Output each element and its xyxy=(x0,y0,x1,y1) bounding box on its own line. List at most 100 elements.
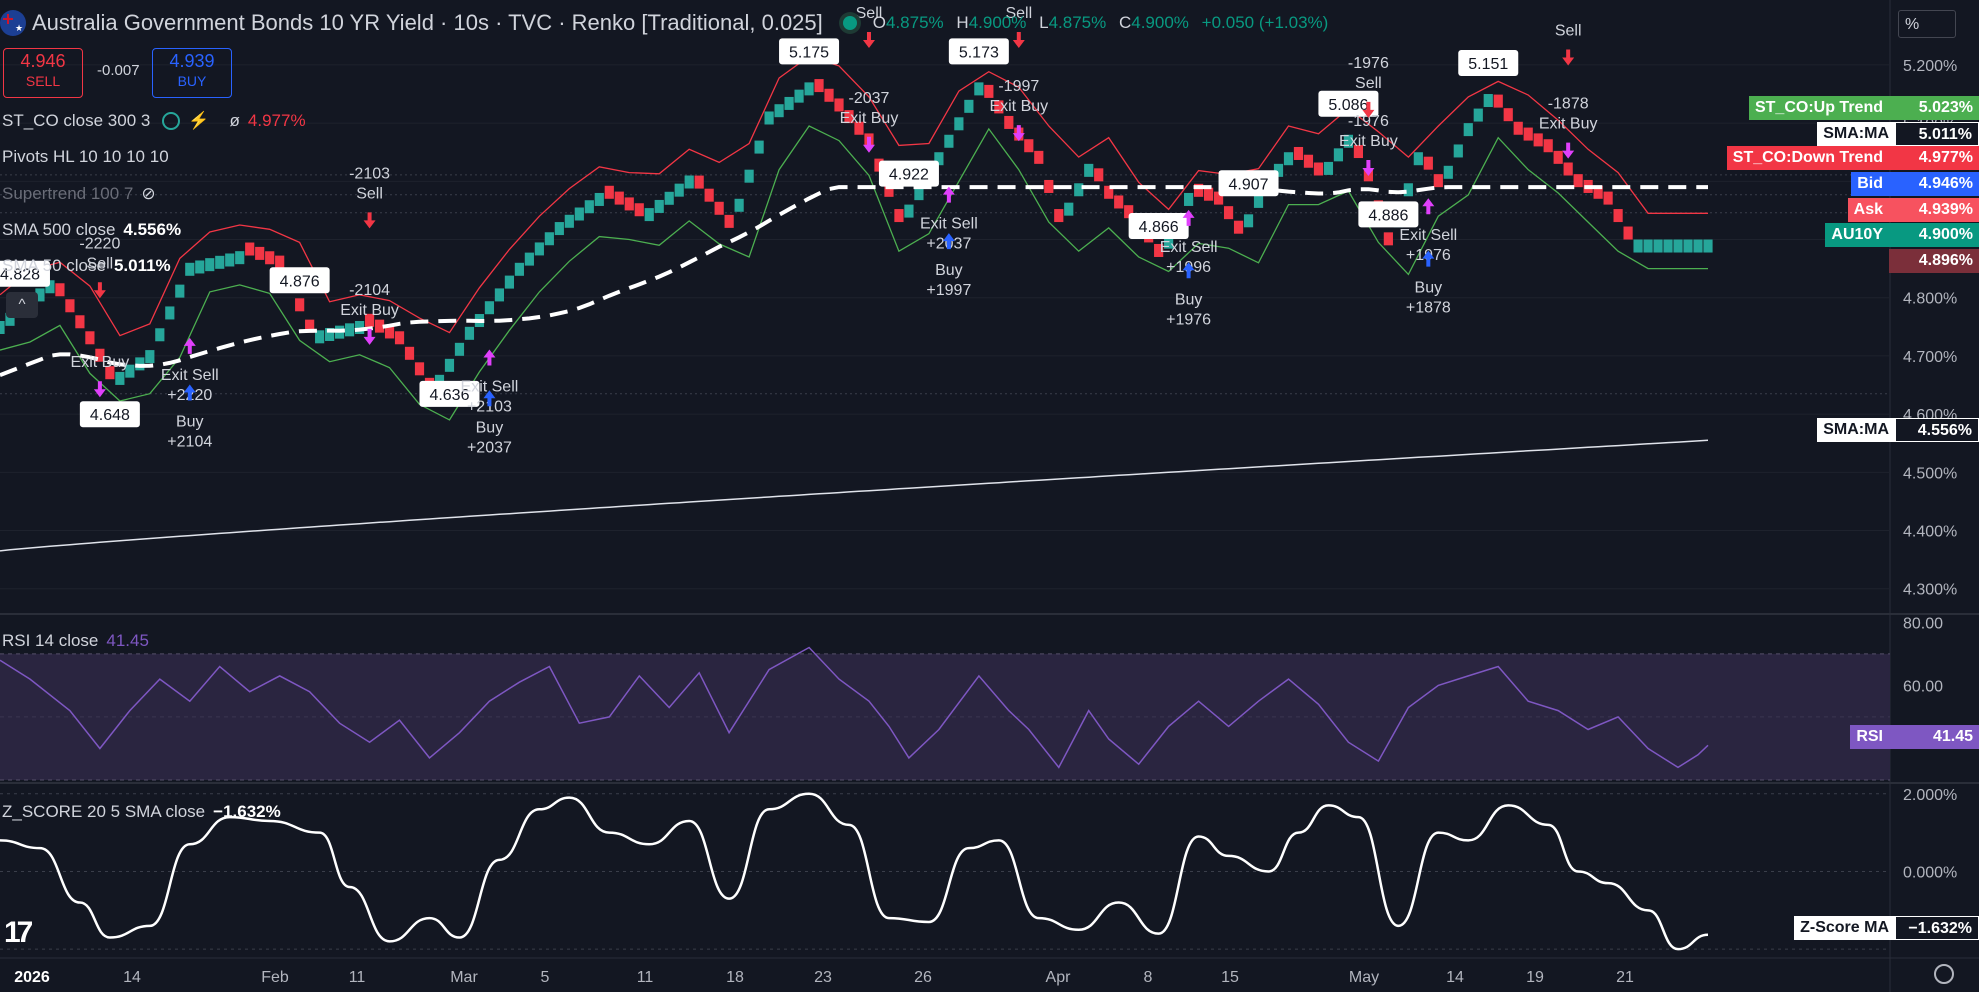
signal-label: Exit Buy xyxy=(1339,133,1398,150)
price-scale-label-name: Z-Score MA xyxy=(1794,916,1895,940)
signal-label: Exit Buy xyxy=(989,98,1048,115)
renko-brick-up xyxy=(964,99,974,113)
hidden-eye-icon[interactable]: ⊘ xyxy=(141,184,156,203)
renko-brick-down xyxy=(1303,154,1314,168)
buy-button[interactable]: 4.939 BUY xyxy=(152,48,232,98)
renko-brick-up xyxy=(904,204,914,218)
renko-brick-down xyxy=(65,299,75,313)
legend-zscore[interactable]: Z_SCORE 20 5 SMA close −1.632% xyxy=(2,802,281,821)
renko-brick-up xyxy=(115,371,125,385)
price-tick-label: 5.200% xyxy=(1903,58,1957,75)
renko-brick-down xyxy=(1024,139,1034,153)
renko-brick-up xyxy=(1343,134,1354,148)
renko-brick-down xyxy=(614,191,624,205)
alarm-clock-icon[interactable] xyxy=(162,112,181,130)
sell-button[interactable]: 4.946 SELL xyxy=(3,48,83,98)
pivot-label-box xyxy=(1358,201,1419,228)
time-tick-label: 8 xyxy=(1144,969,1153,986)
renko-brick-down xyxy=(105,366,115,380)
legend-st-co[interactable]: ST_CO close 300 3 ⚡ ø 4.977% xyxy=(2,111,306,130)
renko-brick-up xyxy=(584,200,594,214)
rsi-tick-label: 80.00 xyxy=(1903,615,1943,632)
renko-brick-down xyxy=(604,185,614,199)
price-tick-label: 4.700% xyxy=(1903,349,1957,366)
renko-brick-up xyxy=(145,350,155,364)
axis-unit-button[interactable]: % xyxy=(1898,10,1956,38)
signal-arrow-up-icon xyxy=(1182,209,1195,226)
time-tick-label: 19 xyxy=(1526,969,1544,986)
renko-brick-down xyxy=(1203,187,1214,201)
price-scale-label-value: 4.896% xyxy=(1889,249,1979,273)
renko-brick-up xyxy=(794,89,804,103)
signal-label: Sell xyxy=(1555,22,1582,39)
renko-brick-down xyxy=(694,175,704,189)
renko-brick-up xyxy=(35,288,45,302)
renko-brick-down xyxy=(894,209,904,223)
time-tick-label: 26 xyxy=(914,969,932,986)
symbol-title[interactable]: Australia Government Bonds 10 YR Yield ·… xyxy=(32,10,823,35)
collapse-legend-button[interactable]: ^ xyxy=(6,292,38,318)
renko-brick-down xyxy=(295,298,305,312)
signal-arrow-down-icon xyxy=(1562,142,1575,159)
renko-brick-down xyxy=(1034,150,1044,164)
price-scale-label: RSI 41.45 xyxy=(1850,725,1979,749)
renko-brick-up xyxy=(1643,239,1653,253)
pivot-label: 4.828 xyxy=(0,267,40,284)
price-scale-label-name: ST_CO:Down Trend xyxy=(1726,146,1889,170)
renko-brick-down xyxy=(1613,209,1623,223)
renko-brick-up xyxy=(215,255,225,269)
legend-pivots[interactable]: Pivots HL 10 10 10 10 xyxy=(2,147,169,166)
signal-label: +1976 xyxy=(1166,311,1211,328)
renko-brick-up xyxy=(1064,202,1074,216)
renko-brick-down xyxy=(1044,179,1054,193)
signal-label: +2104 xyxy=(167,433,212,450)
signal-arrow-down-icon xyxy=(862,32,875,48)
price-scale-label: AU10Y 4.900% xyxy=(1825,223,1979,247)
signal-label: -2220 xyxy=(79,235,120,252)
australia-flag-icon: ★ xyxy=(0,10,26,36)
price-scale-label-name: ST_CO:Up Trend xyxy=(1748,96,1889,120)
time-tick-label: 2026 xyxy=(14,969,50,986)
renko-brick-up xyxy=(534,242,544,256)
tradingview-logo[interactable]: 17 xyxy=(4,916,33,949)
renko-brick-down xyxy=(704,188,714,202)
signal-label: +2037 xyxy=(467,439,512,456)
renko-brick-up xyxy=(1403,183,1413,197)
signal-arrow-down-icon xyxy=(93,381,106,398)
renko-brick-down xyxy=(1124,205,1134,219)
price-scale-label: 4.896% xyxy=(1889,249,1979,273)
legend-sma50[interactable]: SMA 50 close 5.011% xyxy=(2,256,171,275)
lightning-icon[interactable]: ⚡ xyxy=(188,111,210,130)
renko-brick-up xyxy=(325,327,335,341)
ohlc-readout: O4.875% H4.900% L4.875% C4.900% +0.050 (… xyxy=(872,13,1329,32)
renko-brick-down xyxy=(1593,185,1603,199)
price-scale-label-name: SMA:MA xyxy=(1817,122,1895,146)
settings-gear-icon[interactable] xyxy=(1934,964,1954,984)
renko-brick-down xyxy=(404,346,415,360)
renko-brick-up xyxy=(574,207,584,221)
renko-brick-down xyxy=(854,121,864,135)
supertrend-down-line xyxy=(0,55,1708,337)
signal-label: Exit Buy xyxy=(340,302,399,319)
renko-brick-up xyxy=(674,183,684,197)
pivot-label-box xyxy=(269,267,330,294)
renko-brick-up xyxy=(454,342,465,356)
zscore-tick-label: 2.000% xyxy=(1903,787,1957,804)
legend-sma500[interactable]: SMA 500 close 4.556% xyxy=(2,220,182,239)
sma500-line xyxy=(0,439,1709,552)
renko-brick-down xyxy=(1523,127,1533,141)
renko-brick-up xyxy=(1673,239,1683,253)
renko-brick-up xyxy=(564,214,574,228)
pivot-label-box xyxy=(419,380,480,407)
legend-supertrend[interactable]: Supertrend 100 7 ⊘ xyxy=(2,184,156,203)
renko-brick-up xyxy=(1483,94,1493,108)
legend-rsi[interactable]: RSI 14 close 41.45 xyxy=(2,631,149,650)
signal-arrow-up-icon xyxy=(1182,262,1195,279)
renko-brick-up xyxy=(1473,108,1483,122)
renko-brick-up xyxy=(1333,148,1344,162)
price-scale-label-value: 4.556% xyxy=(1895,418,1979,442)
signal-label: -2104 xyxy=(349,282,390,299)
time-tick-label: 14 xyxy=(123,969,141,986)
renko-brick-up xyxy=(664,191,674,205)
